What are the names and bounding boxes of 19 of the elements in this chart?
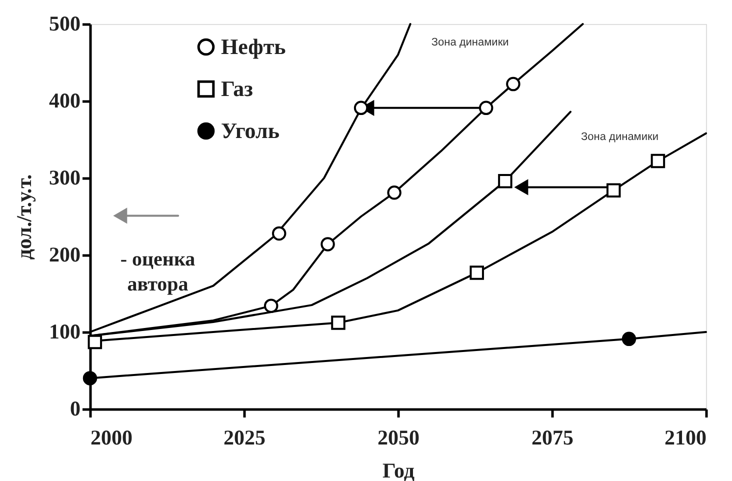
legend-label: Нефть (221, 34, 286, 59)
y-tick-label: 400 (49, 88, 80, 112)
x-tick-label: 2100 (664, 426, 706, 450)
y-tick-label: 200 (49, 242, 80, 266)
y-axis-title: дол./т.у.т. (12, 174, 36, 260)
annotation: Зона динамики (581, 131, 658, 144)
x-tick-label: 2025 (224, 426, 266, 450)
x-axis-title: Год (382, 458, 415, 481)
y-tick-label: 0 (70, 396, 80, 420)
legend-label: Газ (221, 76, 254, 101)
annotation: Зона динамики (431, 36, 509, 48)
y-tick-label: 300 (49, 166, 80, 190)
y-tick-label: 100 (49, 320, 80, 344)
legend-label: Уголь (221, 118, 280, 143)
annotation: - оценка автора (120, 248, 196, 296)
y-tick-label: 500 (49, 12, 80, 36)
x-tick-label: 2050 (378, 426, 420, 450)
x-tick-label: 2000 (90, 426, 132, 450)
x-tick-label: 2075 (532, 426, 574, 450)
